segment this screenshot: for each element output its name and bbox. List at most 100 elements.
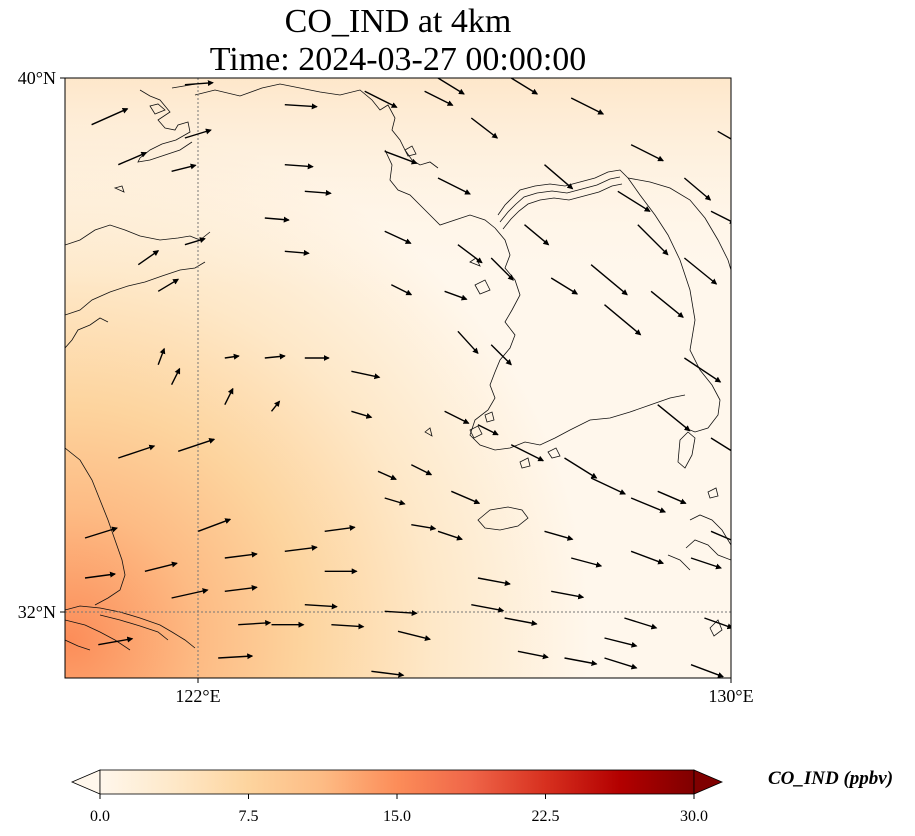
wind-arrow-43 [437,177,471,195]
wind-arrow-92 [391,685,423,689]
wind-arrow-77 [571,557,603,568]
lat-tick-label-40n: 40°N [18,68,56,88]
colorbar-title: CO_IND (ppbv) [768,768,894,789]
wind-arrow-82 [564,657,598,667]
wind-arrow-36 [331,623,365,630]
wind-arrow-16 [264,353,286,360]
wind-arrow-29 [224,584,258,592]
wind-arrow-67 [683,257,718,285]
wind-arrow-21 [118,444,156,459]
wind-arrow-26 [144,561,178,572]
wind-arrow-11 [157,278,180,292]
colorbar-tick-1: 7.5 [239,808,259,825]
lat-tick-label-32n: 32°N [18,602,56,622]
wind-arrow-47 [457,330,479,355]
colorbar-tick-3: 22.5 [532,808,560,825]
wind-arrow-13 [157,347,166,365]
wind-arrow-41 [364,90,398,108]
map-frame [64,77,732,679]
wind-arrow-53 [384,497,406,506]
coastlines [65,83,731,651]
wind-arrow-10 [137,250,160,266]
lon-tick-label-122e: 122°E [175,686,220,706]
wind-arrow-97 [524,224,550,246]
wind-arrow-51 [477,424,499,436]
wind-arrow-54 [411,524,437,531]
wind-arrow-56 [451,490,481,505]
wind-arrow-76 [710,530,731,541]
wind-arrow-94 [570,97,605,115]
colorbar-gradient [99,769,695,795]
wind-arrow-61 [564,457,598,479]
wind-arrow-62 [590,264,628,296]
wind-arrow-73 [630,144,664,162]
wind-arrow-12 [184,237,206,246]
wind-arrow-30 [284,544,318,552]
wind-arrow-90 [397,630,431,641]
wind-arrow-65 [637,224,669,256]
wind-arrow-57 [377,470,397,481]
wind-arrow-89 [504,617,538,627]
wind-arrow-71 [630,497,667,513]
wind-arrow-20 [270,400,281,412]
wind-arrow-15 [224,353,240,360]
wind-arrow-66 [650,290,684,318]
wind-arrow-25 [84,571,116,579]
wind-arrow-34 [238,620,272,627]
wind-arrow-8 [264,216,290,223]
wind-arrow-81 [551,590,585,600]
wind-arrow-101 [424,90,454,106]
wind-arrow-91 [517,650,549,660]
wind-arrow-87 [704,617,731,630]
wind-arrow-84 [624,617,658,630]
wind-arrow-102 [683,177,712,201]
wind-arrow-88 [477,577,511,587]
wind-arrow-80 [690,557,722,570]
wind-arrow-74 [684,357,722,383]
colorbar-extend-high [693,769,724,795]
map-title-line-2: Time: 2024-03-27 00:00:00 [209,41,587,78]
wind-arrow-24 [197,518,232,532]
map-title-line-1: CO_IND at 4km [284,3,512,40]
wind-arrow-2 [171,163,197,172]
wind-arrow-69 [710,437,731,452]
concentration-field [65,78,731,689]
wind-arrow-63 [604,304,642,336]
wind-arrow-93 [471,604,505,613]
wind-arrow-83 [604,637,638,648]
wind-arrow-28 [224,551,258,559]
wind-arrow-9 [284,249,310,256]
colorbar: 0.0 7.5 15.0 22.5 30.0 [70,769,724,825]
wind-arrow-48 [351,410,373,419]
wind-arrow-59 [490,344,512,366]
wind-arrow-31 [324,524,356,532]
wind-arrow-0 [91,107,129,126]
wind-arrow-3 [184,128,212,139]
wind-arrow-46 [390,284,413,296]
wind-vectors [84,78,731,689]
wind-arrow-18 [351,370,381,380]
wind-arrow-39 [218,653,254,660]
wind-arrow-40 [371,670,405,678]
wind-arrow-86 [690,664,724,678]
wind-arrow-70 [590,477,627,495]
wind-arrow-72 [717,130,731,140]
wind-arrow-23 [84,526,118,539]
colorbar-extend-low [70,769,101,795]
axis-ticks [60,77,732,683]
wind-arrow-45 [457,244,483,264]
wind-arrow-99 [437,78,465,95]
wind-arrow-7 [304,189,332,196]
wind-arrow-5 [284,103,318,110]
wind-arrow-44 [384,230,412,244]
wind-arrow-1 [118,151,148,166]
wind-arrow-37 [384,609,418,616]
wind-arrow-55 [437,530,463,541]
wind-arrow-38 [98,636,134,646]
lon-tick-label-130e: 130°E [708,686,753,706]
wind-arrow-27 [171,588,209,599]
wind-arrow-19 [224,387,234,406]
wind-arrow-64 [617,190,651,212]
wind-arrow-22 [177,438,216,452]
wind-arrow-49 [444,290,468,301]
